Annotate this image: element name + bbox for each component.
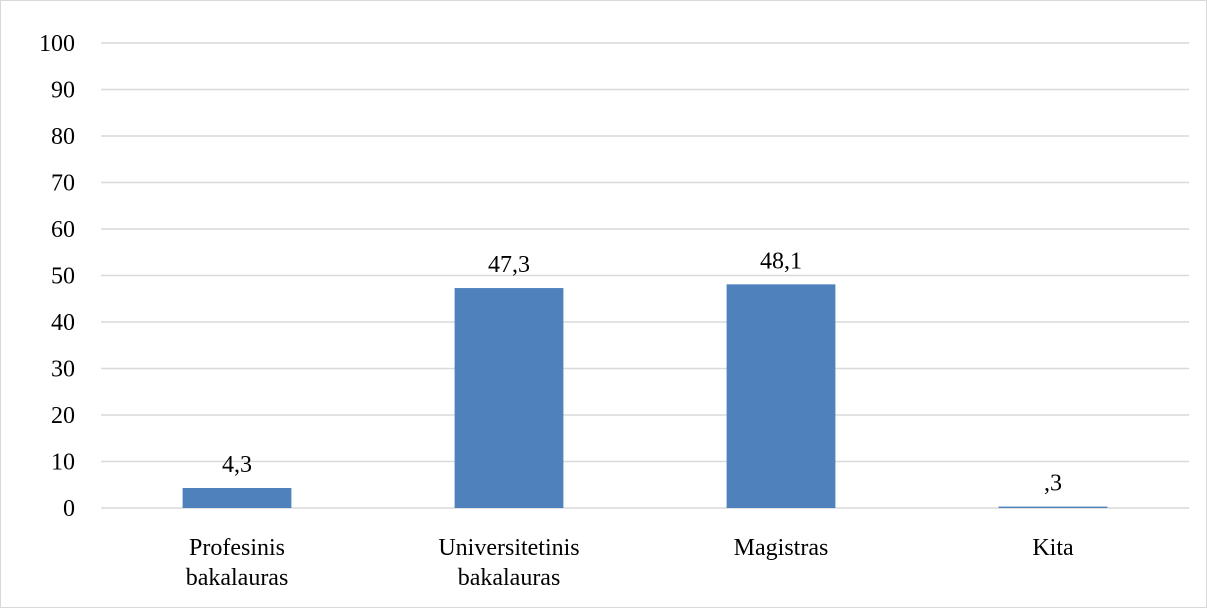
category-label-line: bakalauras: [186, 565, 289, 591]
y-tick-label-50: 50: [51, 264, 75, 290]
bar-3: [998, 506, 1108, 508]
data-labels: 4,3 47,3 48,1 ,3: [222, 248, 1062, 496]
bar-1: [454, 288, 564, 508]
y-tick-label-10: 10: [51, 450, 75, 476]
category-label-1: Universitetinis bakalauras: [438, 535, 579, 591]
data-label-2: 48,1: [760, 248, 802, 274]
category-labels: Profesinis bakalauras Universitetinis bakal…: [186, 535, 1074, 591]
category-label-2: Magistras: [734, 535, 829, 561]
y-tick-label-60: 60: [51, 217, 75, 243]
data-label-0: 4,3: [222, 452, 252, 478]
y-tick-label-20: 20: [51, 403, 75, 429]
category-label-line: bakalauras: [458, 565, 561, 591]
category-label-line: Magistras: [734, 535, 829, 561]
y-tick-label-70: 70: [51, 171, 75, 197]
category-label-line: Profesinis: [189, 535, 285, 561]
bar-0: [182, 488, 292, 508]
category-label-0: Profesinis bakalauras: [186, 535, 289, 591]
y-tick-label-30: 30: [51, 357, 75, 383]
y-tick-label-40: 40: [51, 310, 75, 336]
bars: [182, 284, 1108, 508]
category-label-line: Universitetinis: [438, 535, 579, 561]
data-label-1: 47,3: [488, 252, 530, 278]
bar-2: [726, 284, 836, 508]
y-tick-label-100: 100: [39, 31, 75, 57]
category-label-3: Kita: [1032, 535, 1074, 561]
y-tick-label-80: 80: [51, 124, 75, 150]
data-label-3: ,3: [1044, 471, 1062, 497]
y-tick-label-0: 0: [63, 496, 75, 522]
gridlines: [101, 42, 1189, 509]
y-axis-ticks: 0 10 20 30 40 50 60 70 80 90 100: [39, 31, 75, 522]
category-label-line: Kita: [1032, 535, 1074, 561]
y-tick-label-90: 90: [51, 78, 75, 104]
